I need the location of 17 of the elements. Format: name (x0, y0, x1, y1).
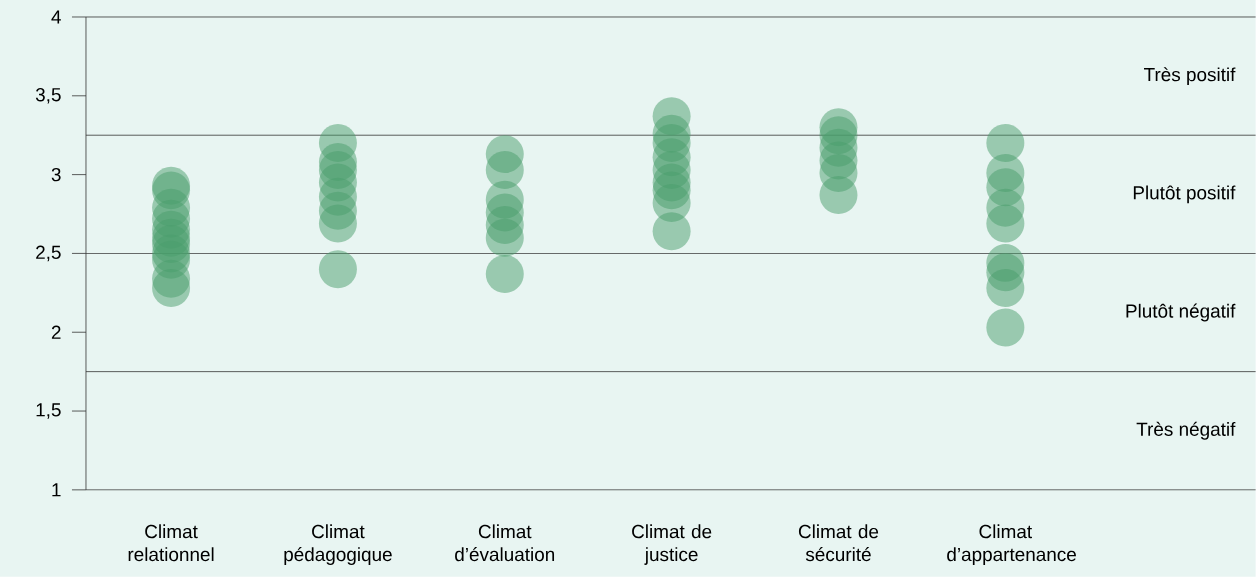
text: Très positif (1144, 67, 1236, 86)
y-tick-label: 3,5 (35, 88, 61, 104)
x-tick-label: Climat pédagogique (284, 524, 392, 565)
y-tick-label: 1 (52, 483, 61, 497)
x-tick-label: Climat de justice (632, 524, 712, 565)
y-tick-label: 2,5 (36, 245, 61, 262)
y-tick-label: 1,5 (36, 403, 61, 419)
x-tick-label: Climat d’appartenance (947, 524, 1076, 565)
y-tick-label: 2 (51, 325, 61, 339)
y-tick-label: 3 (51, 167, 61, 182)
text: Très négatif (1136, 421, 1236, 440)
x-tick-label: Climat relationnel (128, 524, 214, 562)
x-tick-label: Climat d’évaluation (455, 524, 555, 562)
y-tick-label: 4 (51, 10, 61, 24)
text: Plutôt positif (1133, 185, 1236, 204)
text: Plutôt négatif (1126, 303, 1236, 322)
x-tick-label: Climat de sécurité (798, 524, 879, 562)
